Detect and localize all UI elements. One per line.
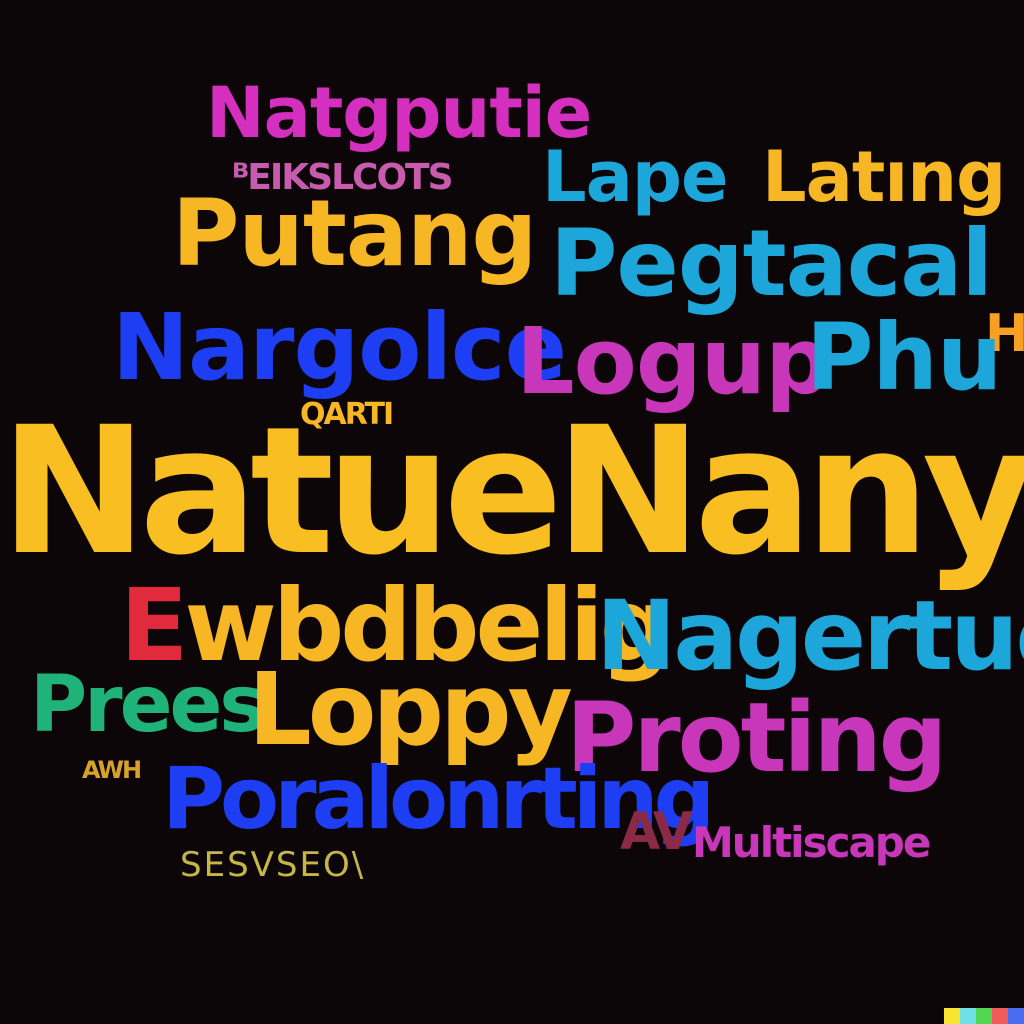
color-swatch — [992, 1008, 1008, 1024]
word-awh: AWH — [82, 756, 142, 784]
word-nagertuc: Nagertuc — [596, 580, 1024, 692]
word-fragment-right-edge: ᕼ — [985, 304, 1024, 364]
word-multiscape: Multiscape — [692, 818, 931, 867]
word-eikslcots: ᴮEIKSLCOTS — [232, 157, 454, 198]
word-sesvseo: SESVSEO\ — [180, 845, 366, 885]
word-nargolce: Nargolce — [112, 294, 567, 401]
word-lating: Latıng — [762, 136, 1006, 218]
word-natgputie: Natgputie — [206, 72, 592, 154]
word-lape: Lape — [542, 136, 728, 218]
color-swatch — [1008, 1008, 1024, 1024]
word-ewbdbelig-initial: E — [120, 567, 188, 684]
word-proting: Proting — [566, 682, 948, 794]
color-swatch — [976, 1008, 992, 1024]
word-pegtacal: Pegtacal — [550, 210, 993, 317]
word-phu: Phu — [806, 304, 1002, 411]
word-main-headline: NatueNanypgc — [0, 389, 1024, 594]
word-prees: Prees — [30, 660, 266, 750]
word-ewbdbelig-rest: wbdbelig — [184, 567, 671, 684]
color-swatch — [944, 1008, 960, 1024]
word-ewbdbelig: Ewbdbelig — [120, 576, 671, 676]
word-logup: Logup — [516, 308, 831, 415]
word-loppy: Loppy — [248, 651, 573, 768]
word-av: AV — [620, 802, 693, 862]
word-qarti: QARTI — [300, 397, 394, 432]
color-strip-watermark — [944, 1008, 1024, 1024]
word-putang: Putang — [172, 180, 537, 287]
color-swatch — [960, 1008, 976, 1024]
word-poralonrting: Poralonrting — [162, 749, 715, 849]
